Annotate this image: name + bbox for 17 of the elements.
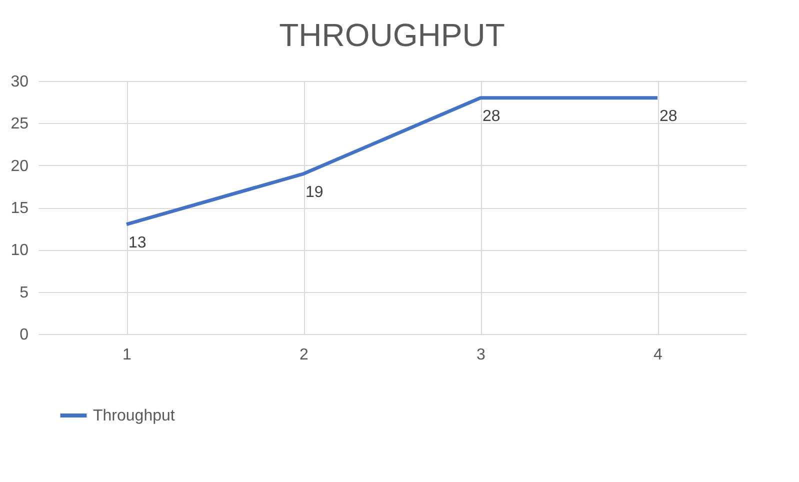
y-tick-label: 30 (10, 74, 29, 90)
data-label: 13 (128, 234, 146, 252)
data-label: 19 (306, 184, 324, 201)
y-tick-label: 25 (10, 116, 29, 133)
y-tick-label: 15 (10, 200, 29, 217)
y-tick-label: 0 (20, 326, 29, 344)
y-tick-label: 5 (20, 284, 29, 302)
x-tick-label: 4 (654, 346, 663, 364)
chart-title: THROUGHPUT (279, 17, 505, 53)
legend-label: Throughput (93, 408, 176, 424)
x-tick-label: 3 (476, 346, 486, 364)
data-label: 28 (482, 108, 500, 125)
data-label: 28 (660, 108, 678, 125)
y-tick-label: 10 (10, 242, 29, 260)
y-tick-label: 20 (10, 158, 29, 175)
x-tick-label: 1 (122, 346, 132, 364)
x-tick-label: 2 (300, 346, 309, 364)
